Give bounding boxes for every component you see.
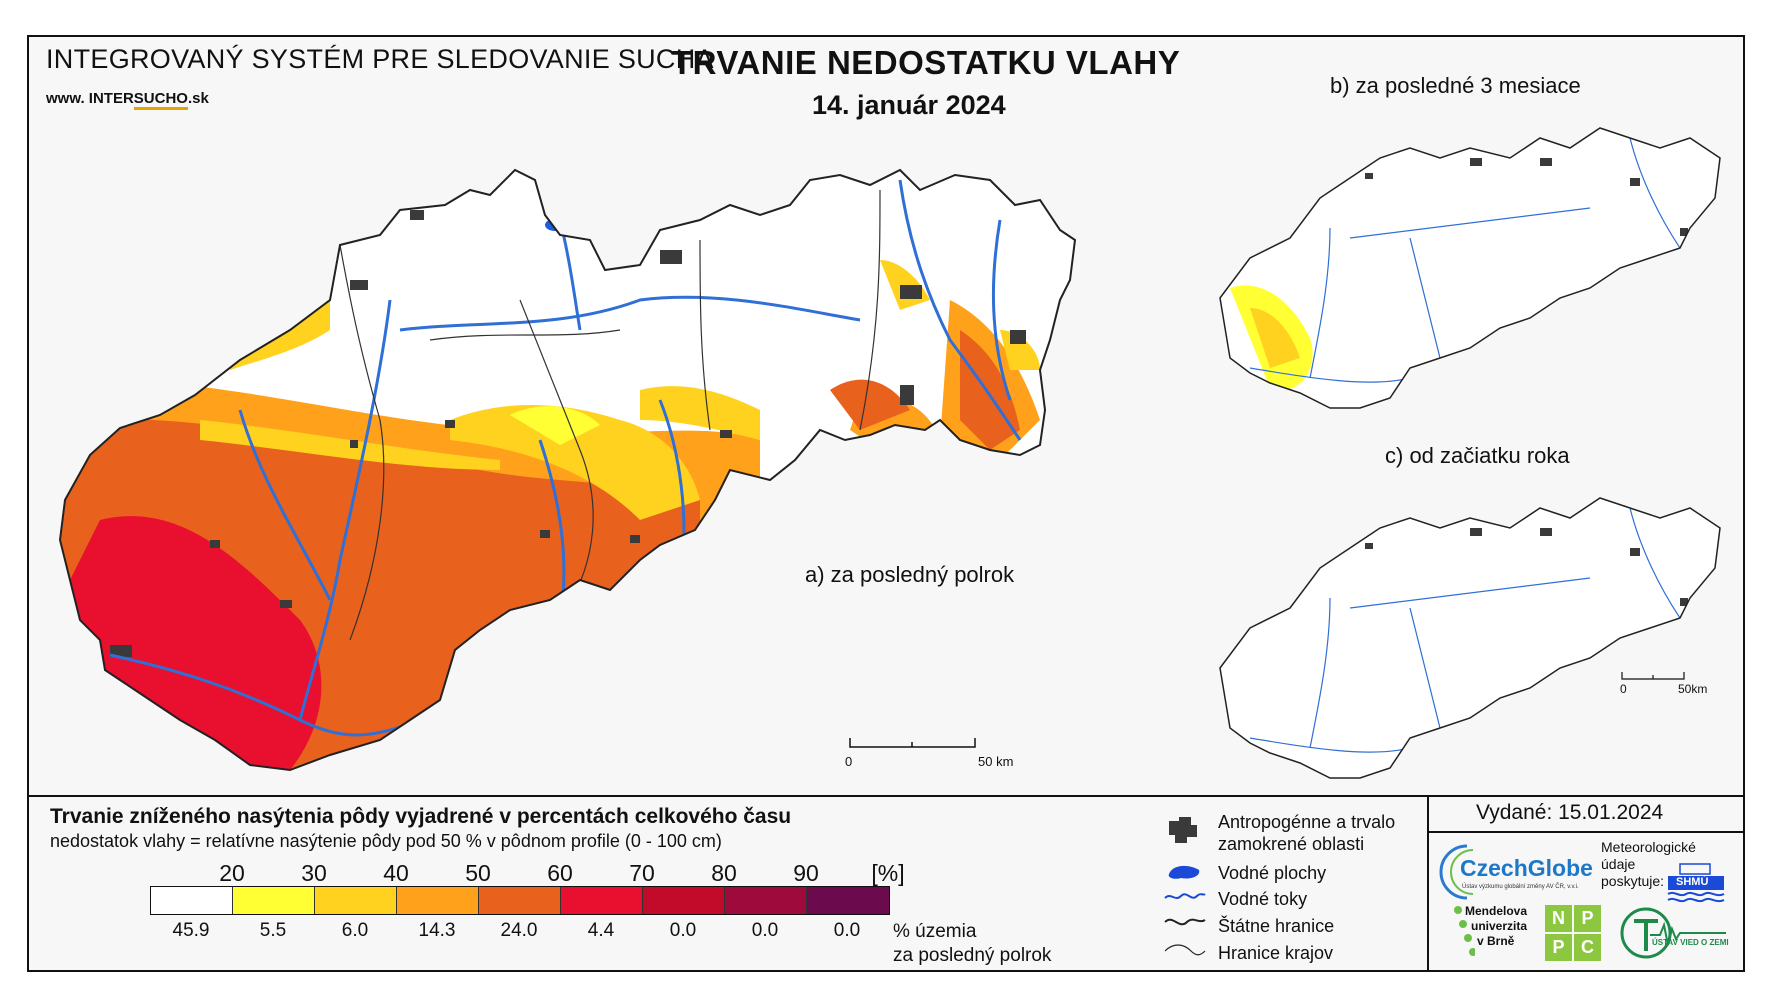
mendel-line-2: univerzita — [1471, 919, 1528, 933]
class-percentage: 6.0 — [341, 920, 369, 941]
class-percentage: 45.9 — [172, 920, 210, 941]
color-scale-tick: 20 — [219, 860, 245, 886]
class-percentage: 14.3 — [418, 920, 456, 941]
percent-area-label: % územia za posledný polrok — [893, 920, 1051, 968]
color-class-box — [233, 887, 315, 914]
small-scale-zero: 0 — [1620, 682, 1627, 696]
uvz-logo — [1620, 907, 1726, 959]
color-class-box — [807, 887, 889, 914]
panel-c-label: c) od začiatku roka — [1385, 443, 1570, 468]
urban-area-label-line1: Antropogénne a trvalo — [1218, 812, 1396, 832]
color-scale — [150, 886, 890, 915]
percent-area-label-line1: % územia — [893, 921, 977, 942]
issued-date: Vydané: 15.01.2024 — [1476, 801, 1664, 824]
small-scale-end: 50km — [1678, 682, 1708, 696]
met-data-label-3: poskytuje: — [1601, 873, 1665, 889]
system-title: INTEGROVANÝ SYSTÉM PRE SLEDOVANIE SUCHA — [46, 44, 714, 74]
main-map — [58, 168, 1077, 772]
nppc-letter: C — [1574, 934, 1601, 961]
state-border-label: Štátne hranice — [1218, 916, 1335, 936]
nppc-letter: N — [1545, 905, 1572, 932]
legend-vertical-divider — [1427, 795, 1429, 972]
state-border-symbol — [1164, 918, 1206, 926]
mendel-logo-dots — [1454, 906, 1475, 956]
website-prefix: www. — [46, 90, 85, 107]
czechglobe-logo — [1439, 844, 1474, 900]
main-scale-zero: 0 — [845, 754, 853, 769]
urban-area-symbol — [1169, 817, 1197, 843]
website-suffix: .sk — [187, 90, 209, 107]
color-scale-tick: 50 — [465, 860, 491, 886]
color-scale-tick: 70 — [629, 860, 655, 886]
class-percentage: 0.0 — [751, 920, 779, 941]
website-link[interactable]: www. INTERSUCHO.sk — [46, 90, 209, 110]
region-border-symbol — [1164, 944, 1206, 956]
shmu-name: SHMÚ — [1676, 876, 1709, 888]
color-scale-tick: 30 — [301, 860, 327, 886]
nppc-letter: P — [1574, 905, 1601, 932]
main-title: TRVANIE NEDOSTATKU VLAHY — [672, 44, 1181, 81]
class-percentage: 24.0 — [500, 920, 538, 941]
color-class-box — [643, 887, 725, 914]
class-percentage: 0.0 — [669, 920, 697, 941]
main-scale-bar — [849, 738, 976, 748]
color-class-box — [479, 887, 561, 914]
website-name-a: INTER — [84, 90, 134, 107]
region-border-label: Hranice krajov — [1218, 943, 1334, 963]
urban-area-label-line2: zamokrené oblasti — [1218, 834, 1365, 854]
percent-area-label-line2: za posledný polrok — [893, 945, 1052, 966]
water-body-symbol — [1168, 865, 1200, 879]
color-class-box — [725, 887, 807, 914]
small-scale-bar — [1621, 672, 1685, 680]
legend-title: Trvanie zníženého nasýtenia pôdy vyjadre… — [50, 805, 792, 828]
river-symbol — [1164, 893, 1206, 899]
urban-area-label: Antropogénne a trvalo zamokrené oblasti — [1218, 811, 1395, 855]
main-scale-end: 50 km — [978, 754, 1014, 769]
issued-divider — [1427, 831, 1745, 833]
czechglobe-name: CzechGlobe — [1460, 855, 1593, 881]
color-scale-tick: 80 — [711, 860, 737, 886]
main-date: 14. január 2024 — [812, 90, 1006, 120]
color-scale-tick: 90 — [793, 860, 819, 886]
color-class-box — [151, 887, 233, 914]
class-percentage: 4.4 — [587, 920, 615, 941]
map-since-new-year — [1219, 497, 1721, 779]
map-3-months — [1219, 127, 1721, 409]
website-name-b: SUCHO — [133, 90, 188, 110]
color-class-box — [561, 887, 643, 914]
rivers-label: Vodné toky — [1218, 889, 1308, 909]
color-scale-tick: [%] — [871, 860, 905, 886]
water-bodies-label: Vodné plochy — [1218, 863, 1327, 883]
met-data-label-1: Meteorologické — [1601, 839, 1696, 855]
panel-a-label: a) za posledný polrok — [805, 562, 1015, 587]
mendel-line-1: Mendelova — [1465, 904, 1528, 918]
class-percentage: 0.0 — [833, 920, 861, 941]
met-data-label-2: údaje — [1601, 856, 1636, 872]
legend-divider — [27, 795, 1745, 797]
class-percentage: 5.5 — [259, 920, 287, 941]
mendel-line-3: v Brně — [1477, 934, 1515, 948]
shmu-logo — [1667, 863, 1725, 903]
nppc-letter: P — [1545, 934, 1572, 961]
color-scale-tick: 40 — [383, 860, 409, 886]
color-class-box — [315, 887, 397, 914]
uvz-name: ÚSTAV VIED O ZEMI — [1652, 938, 1729, 947]
legend-subtitle: nedostatok vlahy = relatívne nasýtenie p… — [50, 831, 722, 851]
nppc-logo: N P P C — [1545, 905, 1601, 961]
panel-b-label: b) za posledné 3 mesiace — [1330, 73, 1581, 98]
czechglobe-subtitle: Ústav výzkumu globální změny AV ČR, v.v.… — [1462, 884, 1579, 890]
color-class-box — [397, 887, 479, 914]
color-scale-tick: 60 — [547, 860, 573, 886]
